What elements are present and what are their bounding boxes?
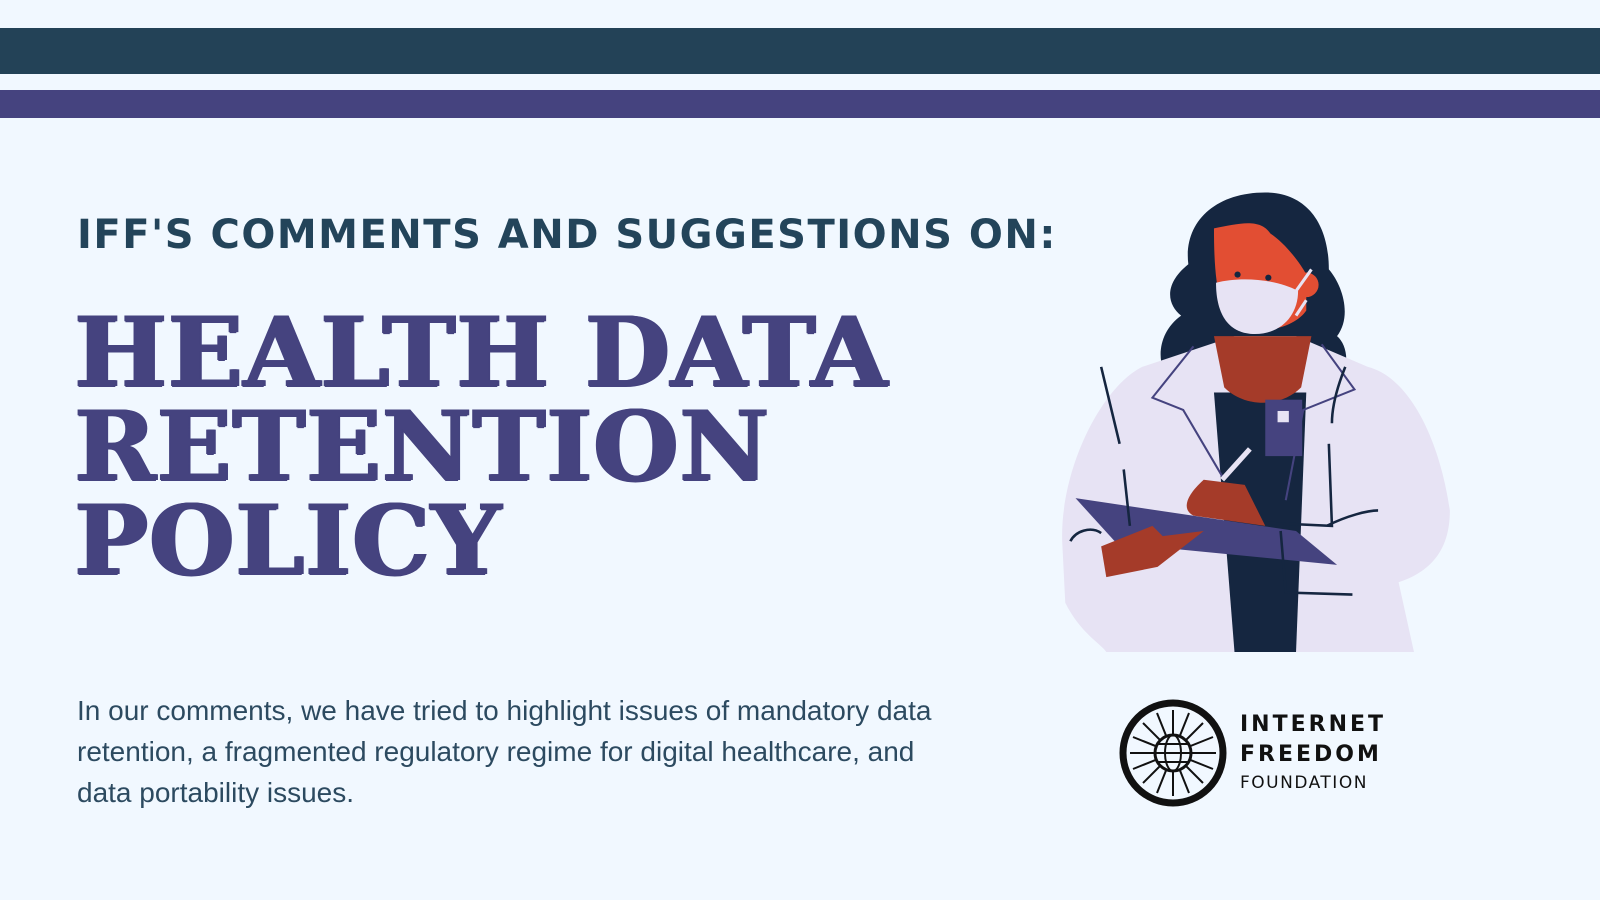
description-text: In our comments, we have tried to highli… bbox=[77, 695, 932, 808]
doctor-illustration-icon bbox=[1062, 192, 1450, 652]
title-line: RETENTION bbox=[74, 390, 770, 503]
page-title: HEALTH DATA RETENTION POLICY bbox=[74, 305, 887, 589]
logo-wordmark: INTERNET FREEDOM FOUNDATION bbox=[1240, 710, 1386, 796]
logo-line: FREEDOM bbox=[1240, 742, 1382, 767]
logo-line: INTERNET bbox=[1240, 712, 1387, 737]
title-line: POLICY bbox=[74, 484, 502, 597]
logo-line: FOUNDATION bbox=[1240, 773, 1368, 793]
top-banner-bar bbox=[0, 28, 1600, 74]
accent-banner-bar bbox=[0, 90, 1600, 118]
title-line: HEALTH DATA bbox=[74, 296, 888, 409]
iff-logo-icon bbox=[1119, 699, 1227, 807]
subtitle: IFF'S COMMENTS AND SUGGESTIONS ON: bbox=[77, 212, 1057, 258]
